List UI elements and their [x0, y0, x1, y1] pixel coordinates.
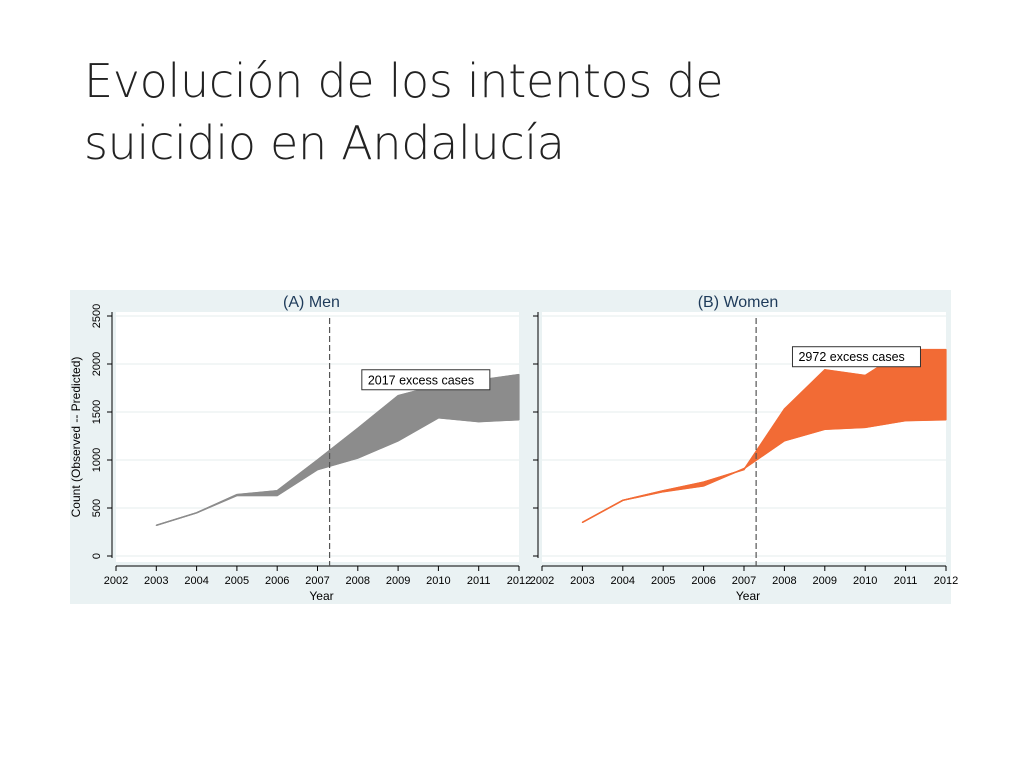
- plot-background-men: [116, 312, 519, 562]
- x-tick-label-women-3: 2005: [651, 575, 675, 587]
- x-tick-label-men-0: 2002: [104, 575, 128, 587]
- chart-panel-women: (B) Women 2002 2003 2004 2005 2006 2007 2008 200…: [530, 294, 958, 603]
- x-tick-label-women-4: 2006: [691, 575, 715, 587]
- annotation-text-women: 2972 excess cases: [798, 350, 904, 364]
- annotation-box-men: [361, 369, 491, 391]
- x-tick-label-men-6: 2008: [346, 575, 370, 587]
- slide-title-line-1: Evolución de los intentos de: [84, 54, 724, 108]
- panel-title-women: (B) Women: [698, 294, 779, 311]
- x-tick-label-men-3: 2005: [225, 575, 249, 587]
- x-axis-title-men: Year: [309, 589, 333, 603]
- x-tick-label-women-6: 2008: [772, 575, 796, 587]
- x-axis-title-women: Year: [736, 589, 760, 603]
- y-tick-label-men-0: 0: [91, 553, 103, 559]
- y-tick-label-men-1: 500: [91, 499, 103, 517]
- slide-title: Evolución de los intentos de suicidio en…: [84, 50, 964, 174]
- figure: (A) Men 0 500 1000 1500 2000 2500 2002 2003 2004 2…: [69, 290, 958, 604]
- x-tick-label-women-10: 2012: [934, 575, 958, 587]
- panel-title-men: (A) Men: [283, 294, 340, 311]
- predicted-line-men: [156, 417, 520, 527]
- slide-title-line-2: suicidio en Andalucía: [84, 116, 565, 170]
- y-axis-title-men: Count (Observed -- Predicted): [69, 357, 83, 518]
- annotation-box-women: [791, 346, 921, 368]
- x-tick-label-men-2: 2004: [184, 575, 208, 587]
- x-tick-label-women-9: 2011: [894, 575, 918, 587]
- x-tick-label-women-0: 2002: [530, 575, 554, 587]
- x-tick-label-women-2: 2004: [611, 575, 635, 587]
- x-tick-label-women-7: 2009: [813, 575, 837, 587]
- chart-panel-men: (A) Men 0 500 1000 1500 2000 2500 2002 2003 2004 2…: [69, 294, 531, 603]
- y-tick-label-men-3: 1500: [91, 400, 103, 424]
- x-tick-label-men-4: 2006: [265, 575, 289, 587]
- x-tick-label-men-5: 2007: [305, 575, 329, 587]
- x-tick-label-men-1: 2003: [144, 575, 168, 587]
- y-tick-label-men-2: 1000: [91, 448, 103, 472]
- predicted-line-women: [582, 418, 947, 524]
- x-tick-label-women-1: 2003: [570, 575, 594, 587]
- x-tick-label-men-10: 2012: [507, 575, 531, 587]
- x-tick-label-men-7: 2009: [386, 575, 410, 587]
- figure-svg: (A) Men 0 500 1000 1500 2000 2500 2002 2003 2004 2…: [69, 294, 958, 603]
- x-tick-label-women-5: 2007: [732, 575, 756, 587]
- x-tick-label-men-9: 2011: [467, 575, 491, 587]
- annotation-text-men: 2017 excess cases: [368, 373, 474, 387]
- y-tick-label-men-5: 2500: [91, 304, 103, 328]
- x-tick-label-women-8: 2010: [853, 575, 877, 587]
- y-tick-label-men-4: 2000: [91, 352, 103, 376]
- x-tick-label-men-8: 2010: [426, 575, 450, 587]
